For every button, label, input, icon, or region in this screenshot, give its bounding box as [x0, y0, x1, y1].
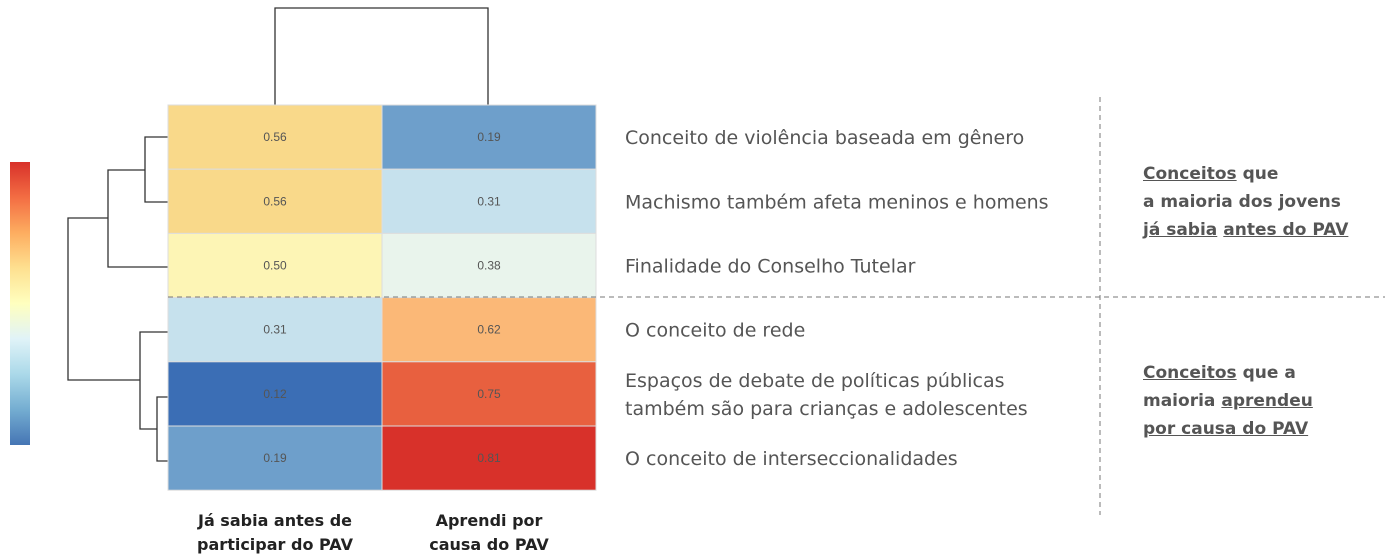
- cell-label: 0.31: [263, 323, 287, 337]
- annotation-text: antes do PAV: [1223, 220, 1349, 240]
- row-dendrogram: [139, 331, 168, 430]
- heatmap-cell: [381, 425, 597, 491]
- annotation-line: Conceitos que: [1143, 160, 1348, 188]
- row-label: O conceito de interseccionalidades: [625, 448, 958, 470]
- annotation-text: que: [1242, 164, 1279, 184]
- annotation-text: Conceitos: [1143, 164, 1237, 184]
- cell-label: 0.56: [263, 194, 287, 208]
- row-label: também são para crianças e adolescentes: [625, 398, 1028, 420]
- annotation-text: que a: [1242, 363, 1296, 383]
- row-label: Machismo também afeta meninos e homens: [625, 191, 1049, 213]
- cell-label: 0.50: [263, 259, 287, 273]
- cell-label: 0.31: [477, 194, 501, 208]
- column-label: Já sabia antes de: [197, 511, 352, 530]
- row-label: Conceito de violência baseada em gênero: [625, 127, 1024, 149]
- annotation-text: aprendeu: [1221, 391, 1313, 411]
- colorbar: [10, 162, 30, 445]
- row-dendrogram: [144, 136, 168, 203]
- heatmap-cell: [167, 168, 383, 234]
- annotation-line: Conceitos que a: [1143, 359, 1313, 387]
- annotation-line: por causa do PAV: [1143, 415, 1313, 443]
- heatmap-cell: [381, 297, 597, 363]
- annotation-line: já sabia antes do PAV: [1143, 216, 1348, 244]
- cell-label: 0.62: [477, 323, 501, 337]
- column-label: Aprendi por: [436, 511, 543, 530]
- annotation: Conceitos que a maioria dos jovens já sabia…: [1143, 160, 1348, 244]
- heatmap-cell: [381, 104, 597, 170]
- row-label: Finalidade do Conselho Tutelar: [625, 256, 916, 278]
- cell-label: 0.56: [263, 130, 287, 144]
- annotation-text: já sabia: [1143, 220, 1218, 240]
- cell-label: 0.19: [477, 130, 501, 144]
- cell-label: 0.38: [477, 259, 501, 273]
- heatmap-cell: [381, 232, 597, 299]
- row-dendrogram: [107, 169, 168, 268]
- heatmap-cell: [167, 425, 383, 491]
- heatmap-cell: [381, 361, 597, 427]
- cell-label: 0.75: [477, 387, 501, 401]
- column-label: participar do PAV: [197, 535, 354, 554]
- row-label: Espaços de debate de políticas públicas: [625, 370, 1005, 392]
- annotation-text: maioria: [1143, 391, 1216, 411]
- annotation-line: a maioria dos jovens: [1143, 188, 1348, 216]
- annotation-text: a maioria dos jovens: [1143, 192, 1341, 212]
- annotation-text: por causa do PAV: [1143, 419, 1309, 439]
- cell-label: 0.81: [477, 451, 501, 465]
- heatmap-cell: [167, 232, 383, 299]
- cell-label: 0.19: [263, 451, 287, 465]
- heatmap-cell: [167, 297, 383, 363]
- annotation-text: Conceitos: [1143, 363, 1237, 383]
- cells: 0.56 0.19 0.56 0.31 0.50 0.38 0.31 0.62 0.12 0.75…: [167, 104, 597, 491]
- row-dendrogram: [67, 217, 140, 381]
- annotation-line: maioria aprendeu: [1143, 387, 1313, 415]
- column-dendrogram: [274, 7, 489, 105]
- annotation: Conceitos que a maioria aprendeu por causa d…: [1143, 359, 1313, 443]
- row-label: O conceito de rede: [625, 320, 805, 342]
- column-label: causa do PAV: [429, 535, 549, 554]
- heatmap-cell: [381, 168, 597, 234]
- cell-label: 0.12: [263, 387, 287, 401]
- row-dendrogram: [156, 396, 168, 462]
- dendrogram: [67, 7, 489, 462]
